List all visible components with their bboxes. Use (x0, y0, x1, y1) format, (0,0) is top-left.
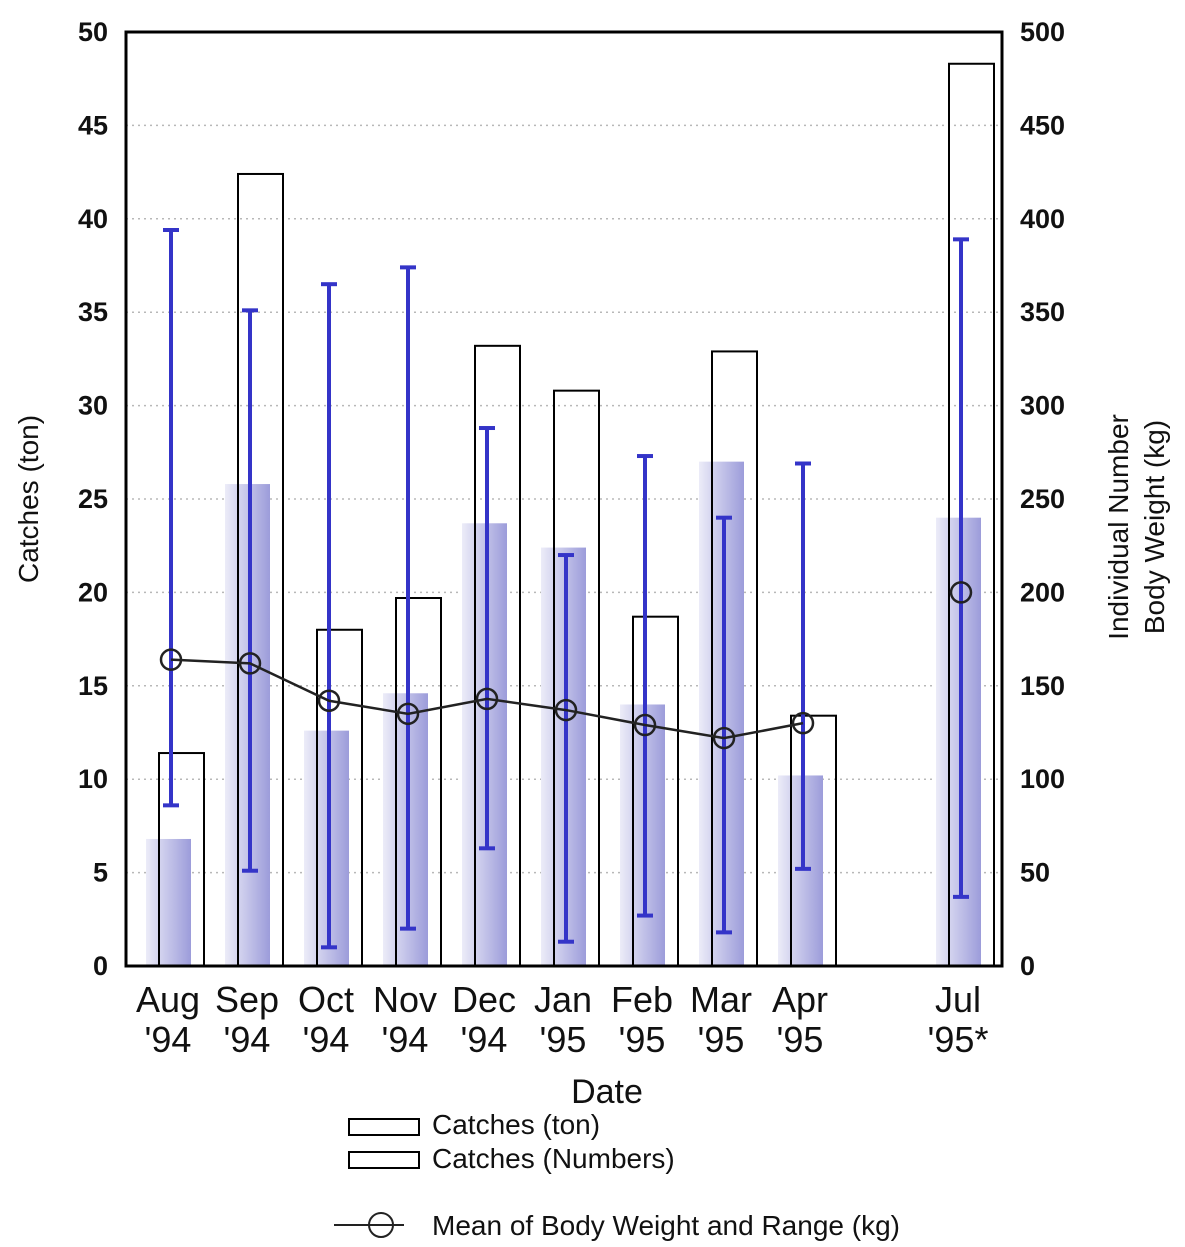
category-label-month: Feb (611, 979, 673, 1020)
mean-point (791, 711, 815, 735)
mean-point (396, 702, 420, 726)
plot-frame (124, 30, 1004, 968)
category-label-year: '95 (619, 1019, 666, 1060)
catches-numbers-bar (936, 517, 981, 966)
right-tick-label: 300 (1020, 391, 1065, 421)
mean-point (633, 713, 657, 737)
right-tick-label: 50 (1020, 858, 1050, 888)
category-label-year: '94 (224, 1019, 271, 1060)
catches-numbers-bar (541, 547, 586, 966)
category-label-month: Apr (772, 979, 828, 1020)
legend-swatch-catches-numbers (348, 1151, 420, 1169)
catches-numbers-bar (304, 730, 349, 966)
legend-swatch-catches-ton (348, 1118, 420, 1136)
right-tick-label: 450 (1020, 110, 1065, 140)
mean-line-segment (170, 658, 804, 740)
left-axis-title: Catches (ton) (13, 415, 44, 583)
category-label-year: '95 (777, 1019, 824, 1060)
left-tick-label: 15 (78, 671, 108, 701)
category-label-month: Dec (452, 979, 516, 1020)
left-tick-label: 5 (93, 858, 108, 888)
left-tick-label: 25 (78, 484, 108, 514)
body-weight-range-bars (163, 228, 969, 950)
mean-point (317, 689, 341, 712)
catches-numbers-bar (225, 484, 270, 966)
category-label-year: '94 (303, 1019, 350, 1060)
category-label-month: Jan (534, 979, 592, 1020)
right-tick-label: 400 (1020, 204, 1065, 234)
category-label-month: Sep (215, 979, 279, 1020)
category-label-month: Oct (298, 979, 354, 1020)
legend-swatch-mean-circle (368, 1212, 394, 1238)
mean-point (159, 648, 183, 671)
mean-point (712, 726, 736, 750)
x-axis-category-labels: Aug'94Sep'94Oct'94Nov'94Dec'94Jan'95Feb'… (136, 979, 989, 1060)
left-tick-label: 0 (93, 951, 108, 981)
category-label-month: Nov (373, 979, 437, 1020)
legend-label-mean-weight: Mean of Body Weight and Range (kg) (432, 1210, 900, 1241)
mean-point (238, 652, 262, 675)
catches-numbers-bar (620, 704, 665, 966)
catches-numbers-bars (146, 461, 981, 966)
right-tick-label: 350 (1020, 297, 1065, 327)
right-tick-label: 200 (1020, 577, 1065, 607)
right-tick-label: 500 (1020, 17, 1065, 47)
left-tick-label: 40 (78, 204, 108, 234)
catches-numbers-bar (699, 461, 744, 966)
mean-point (949, 581, 973, 604)
right-axis-title-line2: Body Weight (kg) (1139, 420, 1170, 634)
legend-label-catches-ton: Catches (ton) (432, 1109, 600, 1140)
catches-ton-bars (158, 62, 995, 968)
legend: Catches (ton) Catches (Numbers) Mean of … (334, 1109, 900, 1241)
category-label-month: Mar (690, 979, 752, 1020)
left-tick-label: 50 (78, 17, 108, 47)
legend-label-catches-numbers: Catches (Numbers) (432, 1143, 675, 1174)
catches-numbers-bar (462, 523, 507, 966)
left-tick-label: 10 (78, 764, 108, 794)
right-tick-label: 150 (1020, 671, 1065, 701)
left-tick-label: 20 (78, 577, 108, 607)
right-tick-label: 100 (1020, 764, 1065, 794)
right-tick-label: 250 (1020, 484, 1065, 514)
catches-numbers-bar (146, 838, 191, 966)
mean-body-weight-line (159, 581, 973, 750)
right-axis-title-line1: Individual Number (1103, 414, 1134, 640)
left-tick-label: 35 (78, 297, 108, 327)
category-label-year: '95* (928, 1019, 989, 1060)
mean-point (554, 698, 578, 722)
left-tick-label: 30 (78, 391, 108, 421)
category-label-year: '95 (540, 1019, 587, 1060)
category-label-year: '94 (145, 1019, 192, 1060)
right-tick-label: 0 (1020, 951, 1035, 981)
x-axis-title: Date (571, 1073, 643, 1111)
category-label-month: Aug (136, 979, 200, 1020)
catches-numbers-bar (383, 693, 428, 966)
category-label-year: '94 (461, 1019, 508, 1060)
mean-point (475, 687, 499, 711)
category-label-year: '95 (698, 1019, 745, 1060)
left-tick-label: 45 (78, 110, 108, 140)
right-axis-ticks: 0 50 100 150 200 250 300 350 400 450 500 (1020, 17, 1065, 981)
left-axis-ticks: 0 5 10 15 20 25 30 35 40 45 50 (78, 17, 108, 981)
category-label-year: '94 (382, 1019, 429, 1060)
category-label-month: Jul (935, 979, 981, 1020)
